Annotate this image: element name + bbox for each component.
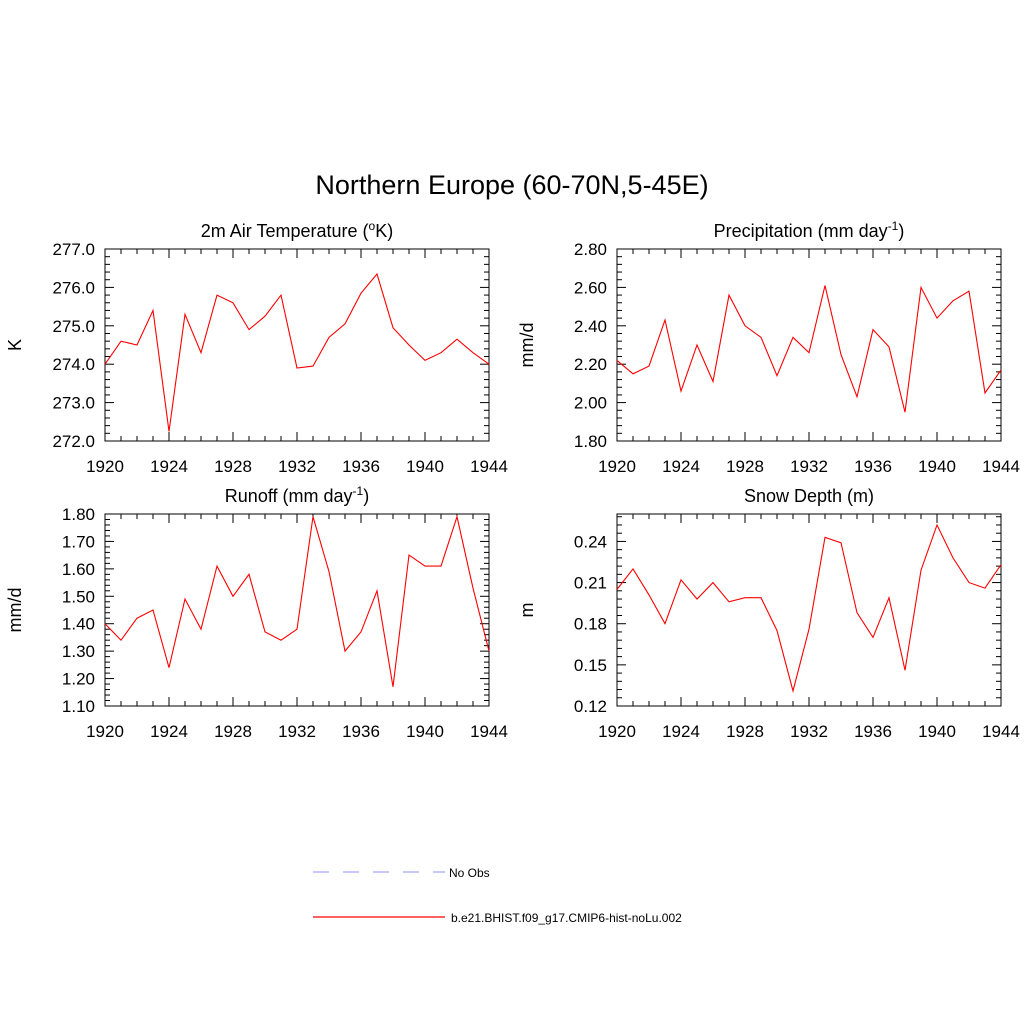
panel-title: Runoff (mm day-1) <box>225 484 369 506</box>
panel-title: Snow Depth (m) <box>744 486 874 506</box>
y-tick-label: 277.0 <box>52 240 95 259</box>
plot-frame <box>104 513 490 707</box>
x-tick-label: 1940 <box>918 457 956 476</box>
panel-title-text: Snow Depth (m) <box>744 486 874 506</box>
x-tick-label: 1920 <box>86 457 124 476</box>
y-tick-label: 1.20 <box>62 670 95 689</box>
plot-frame <box>616 513 1002 707</box>
x-tick-label: 1920 <box>598 722 636 741</box>
x-tick-label: 1940 <box>406 457 444 476</box>
y-tick-label: 0.15 <box>574 656 607 675</box>
y-axis-label: K <box>5 339 25 351</box>
panel-title-superscript: o <box>369 219 376 233</box>
y-tick-label: 1.30 <box>62 642 95 661</box>
x-tick-label: 1936 <box>854 457 892 476</box>
y-tick-label: 1.50 <box>62 587 95 606</box>
y-tick-label: 1.80 <box>574 432 607 451</box>
y-tick-label: 1.70 <box>62 532 95 551</box>
x-tick-label: 1936 <box>342 457 380 476</box>
series-line-1 <box>616 523 1002 694</box>
x-tick-label: 1928 <box>214 722 252 741</box>
x-tick-label: 1928 <box>726 722 764 741</box>
y-tick-label: 0.18 <box>574 615 607 634</box>
x-tick-label: 1928 <box>726 457 764 476</box>
x-tick-label: 1932 <box>790 457 828 476</box>
x-tick-label: 1920 <box>598 457 636 476</box>
y-tick-label: 1.60 <box>62 560 95 579</box>
panel-title-superscript: -1 <box>888 219 899 233</box>
y-axis-label: mm/d <box>5 588 25 633</box>
y-tick-label: 2.60 <box>574 278 607 297</box>
series-line-1 <box>104 272 490 432</box>
legend-label-1: No Obs <box>449 866 490 880</box>
x-tick-label: 1944 <box>470 722 508 741</box>
series-line-1 <box>616 285 1002 413</box>
series-line-1 <box>104 514 490 687</box>
y-tick-label: 273.0 <box>52 394 95 413</box>
panel-3: Runoff (mm day-1) mm/d 1920 1924 1928 1932 193… <box>5 484 508 741</box>
y-tick-label: 0.12 <box>574 697 607 716</box>
x-tick-label: 1944 <box>982 722 1020 741</box>
legend: No Obs b.e21.BHIST.f09_g17.CMIP6-hist-noL… <box>313 866 682 925</box>
panel-title-suffix: ) <box>898 221 904 241</box>
x-tick-label: 1928 <box>214 457 252 476</box>
panel-title-superscript: -1 <box>353 484 364 498</box>
x-tick-label: 1932 <box>790 722 828 741</box>
legend-label-2: b.e21.BHIST.f09_g17.CMIP6-hist-noLu.002 <box>451 911 682 925</box>
y-tick-label: 276.0 <box>52 278 95 297</box>
y-tick-label: 272.0 <box>52 432 95 451</box>
panel-1: 2m Air Temperature (oK) K 1920 1924 1928 1932… <box>5 219 508 476</box>
panel-2: Precipitation (mm day-1) mm/d 1920 1924 1928… <box>517 219 1020 476</box>
panel-4: Snow Depth (m) m 1920 1924 1928 1932 1936 1940 1… <box>517 486 1020 741</box>
x-tick-label: 1940 <box>918 722 956 741</box>
x-tick-label: 1940 <box>406 722 444 741</box>
y-tick-label: 2.40 <box>574 317 607 336</box>
y-tick-label: 2.20 <box>574 355 607 374</box>
x-tick-label: 1936 <box>342 722 380 741</box>
x-tick-label: 1924 <box>150 457 188 476</box>
y-tick-label: 2.80 <box>574 240 607 259</box>
panel-title-suffix: ) <box>363 486 369 506</box>
x-tick-label: 1944 <box>982 457 1020 476</box>
x-tick-label: 1936 <box>854 722 892 741</box>
plot-frame <box>104 248 490 442</box>
y-tick-label: 1.40 <box>62 615 95 634</box>
x-tick-label: 1924 <box>662 457 700 476</box>
panel-title-text: Runoff (mm day <box>225 486 353 506</box>
panel-title-text: Precipitation (mm day <box>714 221 888 241</box>
x-tick-label: 1924 <box>150 722 188 741</box>
panel-title-text: 2m Air Temperature ( <box>201 221 369 241</box>
figure-title: Northern Europe (60-70N,5-45E) <box>315 170 708 200</box>
y-tick-label: 1.80 <box>62 505 95 524</box>
y-tick-label: 275.0 <box>52 317 95 336</box>
y-tick-label: 0.21 <box>574 574 607 593</box>
x-tick-label: 1932 <box>278 722 316 741</box>
plot-frame <box>616 248 1002 442</box>
x-tick-label: 1924 <box>662 722 700 741</box>
y-tick-label: 0.24 <box>574 532 607 551</box>
panel-title: Precipitation (mm day-1) <box>714 219 905 241</box>
x-tick-label: 1932 <box>278 457 316 476</box>
y-tick-label: 1.10 <box>62 697 95 716</box>
panels-group: 2m Air Temperature (oK) K 1920 1924 1928 1932… <box>5 219 1020 741</box>
y-axis-label: m <box>517 603 537 618</box>
y-axis-label: mm/d <box>517 323 537 368</box>
panel-title: 2m Air Temperature (oK) <box>201 219 393 241</box>
y-tick-label: 2.00 <box>574 394 607 413</box>
x-tick-label: 1920 <box>86 722 124 741</box>
y-tick-label: 274.0 <box>52 355 95 374</box>
panel-title-suffix: K) <box>375 221 393 241</box>
x-tick-label: 1944 <box>470 457 508 476</box>
